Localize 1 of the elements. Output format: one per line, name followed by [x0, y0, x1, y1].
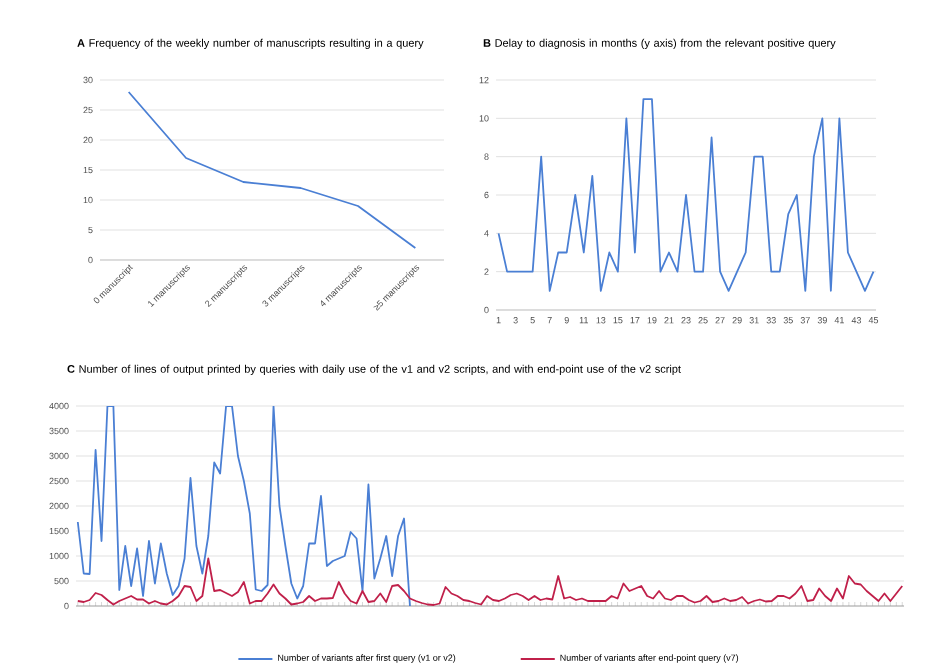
- line-series: [127, 91, 417, 249]
